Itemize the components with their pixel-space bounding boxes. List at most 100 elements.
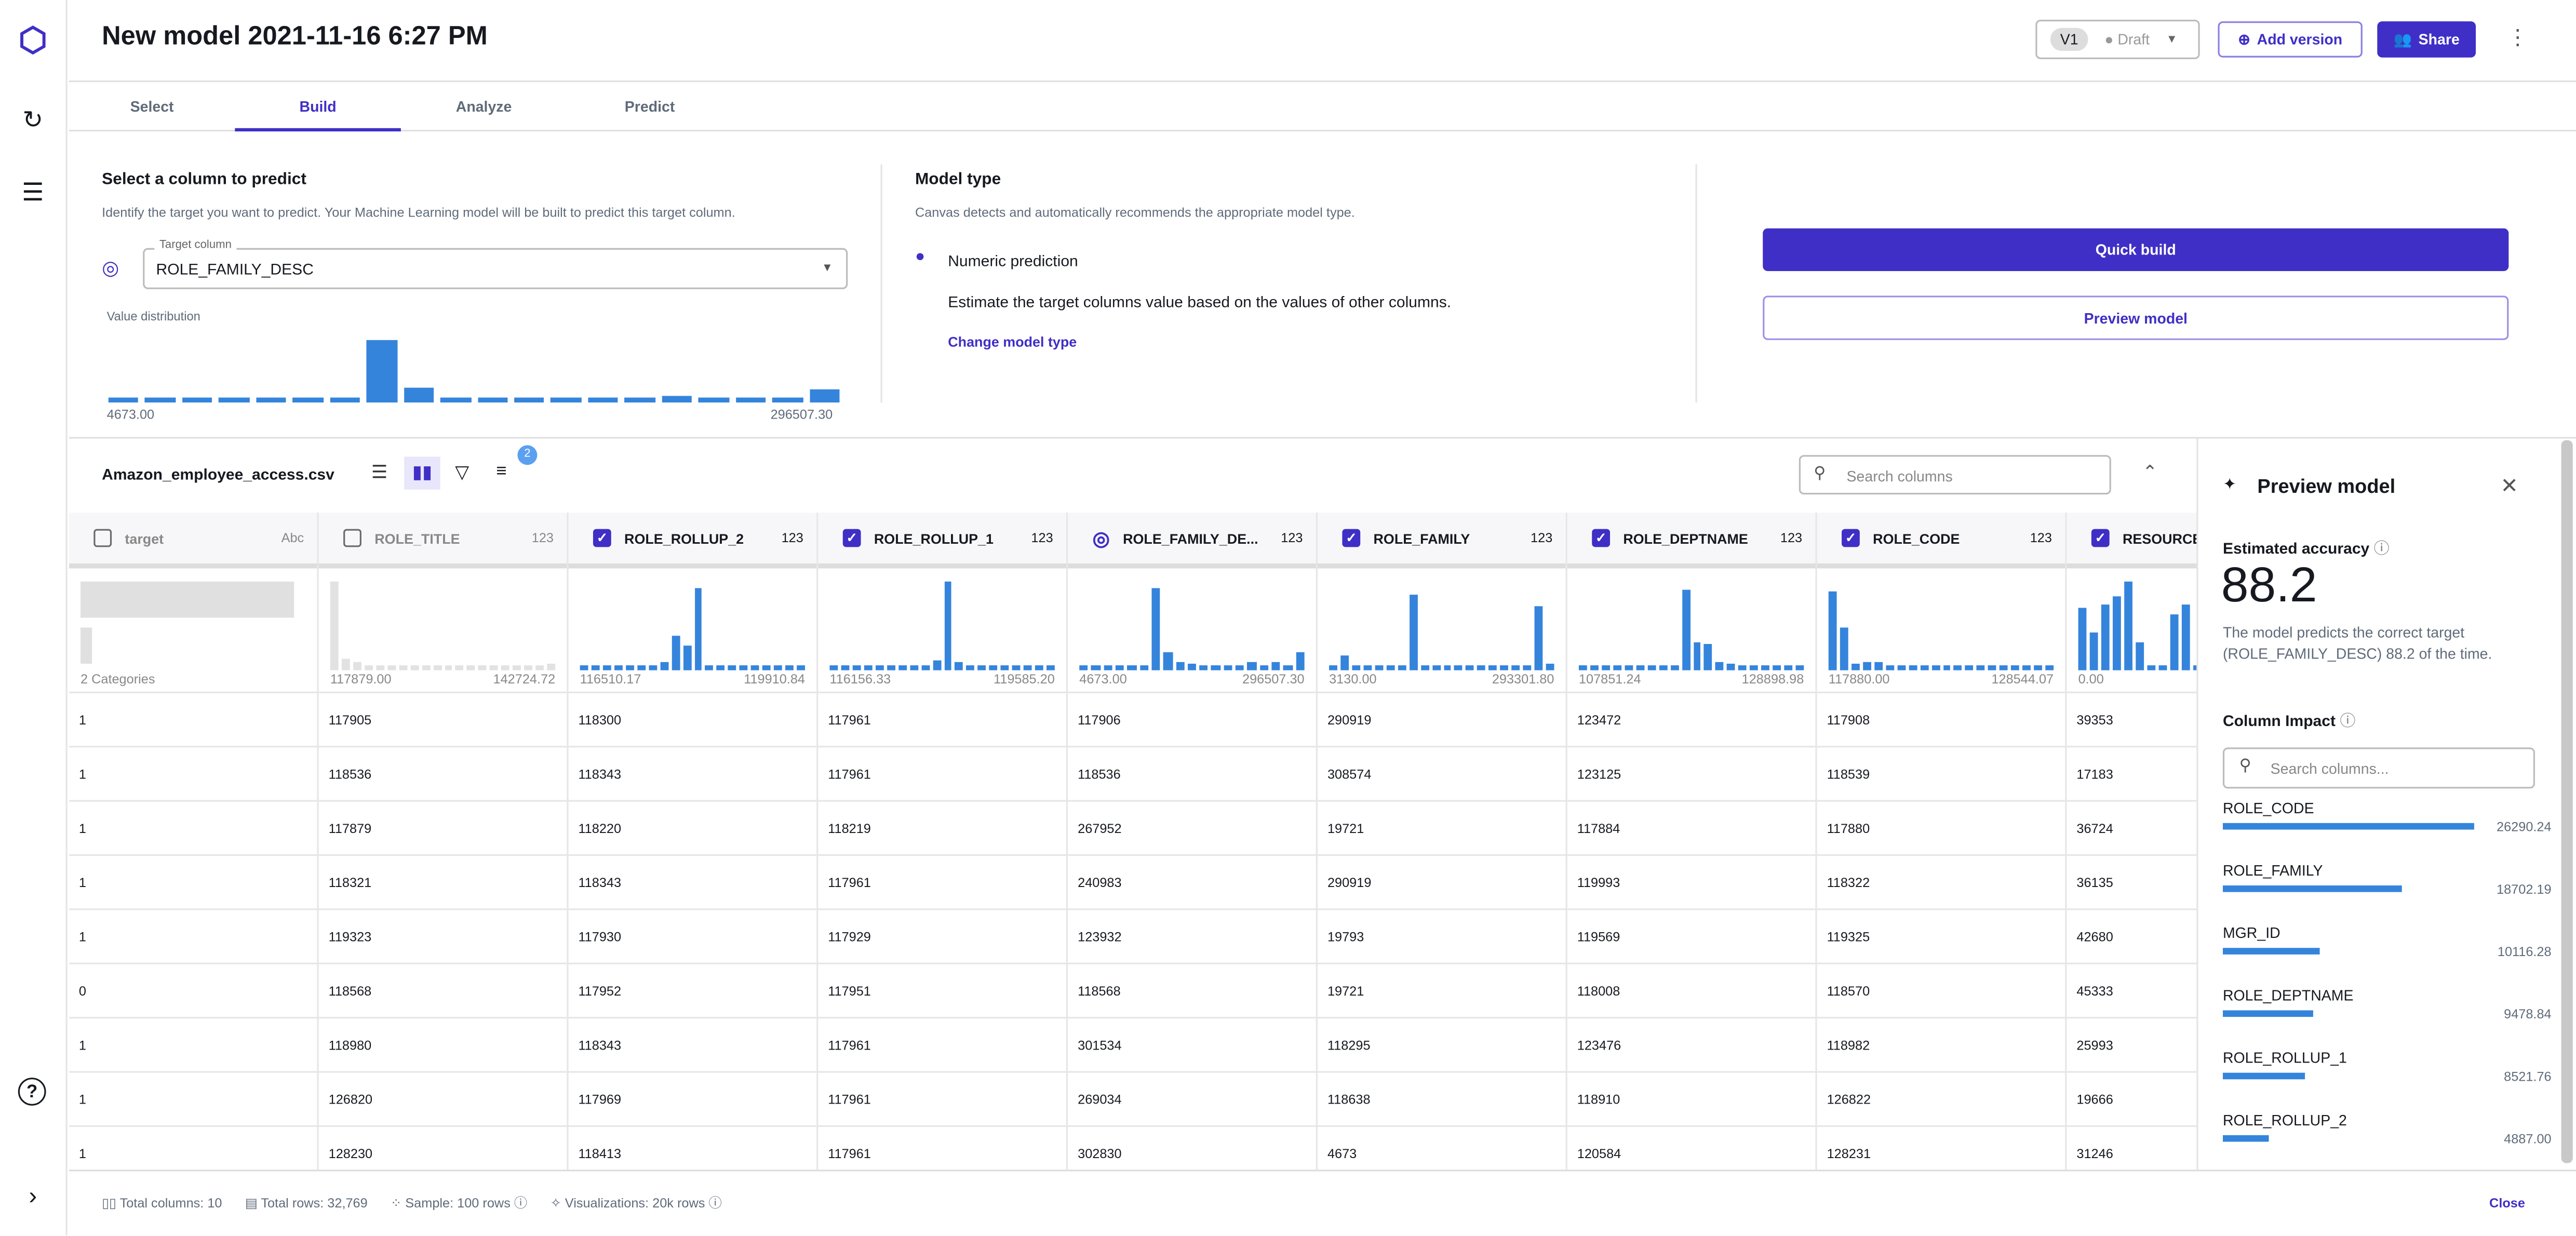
preview-model-panel: ✦ Preview model ✕ Estimated accuracy ⓘ 8…	[2196, 438, 2559, 1170]
close-icon[interactable]: ✕	[2500, 473, 2519, 498]
column-header[interactable]: ROLE_TITLE 123	[318, 512, 567, 569]
range-min: 107851.24	[1578, 671, 1641, 687]
quick-build-button[interactable]: Quick build	[1763, 228, 2509, 271]
list-icon[interactable]: ☰	[21, 179, 44, 207]
info-icon[interactable]: ⓘ	[708, 1195, 722, 1211]
column-header[interactable]: ✓ ROLE_ROLLUP_1 123	[818, 512, 1066, 569]
column-target: target Abc 2 Categories 1 1 1 1 1 0 1 1 1	[69, 512, 319, 1170]
filter-icon[interactable]: ▽	[455, 463, 469, 483]
table-cell: 118321	[318, 856, 567, 910]
column-checkbox[interactable]	[343, 529, 361, 547]
grid-view-icon[interactable]: ▮▮	[404, 456, 440, 490]
impact-item[interactable]: ROLE_FAMILY 18702.19	[2222, 862, 2552, 925]
histogram-bar	[524, 665, 533, 670]
collapse-icon[interactable]: ⌃	[2142, 463, 2158, 483]
column-checkbox[interactable]	[93, 529, 112, 547]
histogram-bar	[2158, 665, 2167, 670]
tab-predict[interactable]: Predict	[624, 98, 675, 115]
impact-bar	[2222, 948, 2320, 955]
column-checkbox[interactable]: ✓	[1842, 529, 1860, 547]
column-list-icon[interactable]: ≡	[496, 461, 507, 481]
tab-build[interactable]: Build	[235, 82, 401, 132]
table-cell: 39353	[2067, 693, 2197, 748]
table-cell: 1	[69, 1073, 317, 1127]
impact-item[interactable]: ROLE_DEPTNAME 9478.84	[2222, 987, 2552, 1050]
column-header[interactable]: ◎ ROLE_FAMILY_DE... 123	[1068, 512, 1316, 569]
impact-search-input[interactable]: ⚲ Search columns...	[2222, 747, 2535, 789]
impact-item[interactable]: MGR_ID 10116.28	[2222, 925, 2552, 987]
impact-value: 4887.00	[2504, 1131, 2552, 1146]
table-cell: 118343	[568, 856, 817, 910]
more-options-icon[interactable]: ⋮	[2507, 24, 2529, 49]
column-checkbox[interactable]: ✓	[1592, 529, 1611, 547]
column-histogram: 117879.00 142724.72	[318, 569, 567, 693]
column-header[interactable]: ✓ ROLE_CODE 123	[1817, 512, 2065, 569]
column-name: ROLE_FAMILY_DE...	[1123, 530, 1258, 546]
histogram-bar	[1523, 665, 1532, 670]
column-checkbox[interactable]: ✓	[593, 529, 611, 547]
histogram-bar	[660, 661, 668, 670]
impact-item[interactable]: ROLE_ROLLUP_1 8521.76	[2222, 1050, 2552, 1112]
tab-select[interactable]: Select	[130, 98, 174, 115]
table-cell: 1	[69, 1127, 317, 1170]
expand-chevron-icon[interactable]: ›	[29, 1181, 37, 1210]
histogram-bar	[1658, 665, 1667, 670]
share-button[interactable]: 👥 Share	[2377, 21, 2476, 58]
accuracy-label: Estimated accuracy ⓘ	[2222, 540, 2390, 559]
impact-item[interactable]: ROLE_CODE 26290.24	[2222, 800, 2552, 863]
table-cell: 301534	[1068, 1018, 1316, 1073]
column-checkbox[interactable]: ✓	[1342, 529, 1361, 547]
tab-analyze[interactable]: Analyze	[455, 98, 512, 115]
histogram-bar	[1386, 665, 1394, 670]
histogram-bar	[1738, 665, 1747, 670]
impact-item[interactable]: ROLE_ROLLUP_2 4887.00	[2222, 1112, 2552, 1170]
close-button[interactable]: Close	[2489, 1195, 2525, 1211]
impact-column-name: ROLE_FAMILY	[2222, 862, 2323, 879]
table-cell: 269034	[1068, 1073, 1316, 1127]
histogram-bar	[989, 665, 998, 670]
version-dropdown[interactable]: V1 ● Draft ▼	[2035, 19, 2200, 59]
column-checkbox[interactable]: ✓	[842, 529, 861, 547]
histogram-bar	[1784, 665, 1793, 670]
histogram-bar	[1715, 661, 1724, 670]
preview-model-button[interactable]: Preview model	[1763, 295, 2509, 340]
column-role-code: ✓ ROLE_CODE 123 117880.00 128544.07 117908 118…	[1817, 512, 2067, 1170]
histogram-bar	[2146, 665, 2155, 670]
histogram-bar	[614, 665, 623, 670]
target-column-select[interactable]: Target column ROLE_FAMILY_DESC ▼	[143, 239, 848, 289]
scrollbar[interactable]	[2561, 440, 2573, 1163]
column-checkbox[interactable]: ✓	[2091, 529, 2110, 547]
column-header[interactable]: ✓ ROLE_FAMILY 123	[1317, 512, 1566, 569]
column-header[interactable]: ✓ RESOURCE	[2067, 512, 2197, 569]
histogram-bar	[375, 665, 384, 670]
histogram-bar	[1489, 665, 1497, 670]
column-name: target	[125, 530, 164, 546]
histogram-bar	[1750, 665, 1759, 670]
column-impact-label: Column Impact ⓘ	[2222, 713, 2356, 731]
table-cell: 1	[69, 1018, 317, 1073]
change-model-type-link[interactable]: Change model type	[948, 333, 1077, 350]
add-version-button[interactable]: ⊕ Add version	[2218, 21, 2363, 58]
info-icon[interactable]: ⓘ	[2373, 540, 2390, 559]
column-type: 123	[781, 530, 803, 546]
search-columns-input[interactable]: ⚲ Search columns	[1799, 455, 2111, 495]
column-header[interactable]: target Abc	[69, 512, 317, 569]
histogram-bar	[637, 665, 646, 670]
distribution-bar	[403, 388, 434, 403]
distribution-bar	[662, 395, 692, 403]
ml-ops-icon[interactable]: ↻	[22, 106, 44, 135]
column-header[interactable]: ✓ ROLE_DEPTNAME 123	[1567, 512, 1816, 569]
info-icon[interactable]: ⓘ	[2340, 713, 2356, 731]
histogram-bar	[1670, 665, 1679, 670]
list-view-icon[interactable]: ☰	[371, 463, 388, 483]
column-resource: ✓ RESOURCE 0.00 39353 17183 36724 36135 42680 45…	[2067, 512, 2197, 1170]
range-min: 3130.00	[1329, 671, 1377, 687]
info-icon[interactable]: ⓘ	[514, 1195, 528, 1211]
column-header[interactable]: ✓ ROLE_ROLLUP_2 123	[568, 512, 817, 569]
canvas-logo-icon[interactable]: ⬡	[18, 22, 47, 59]
distribution-bar	[588, 397, 619, 403]
histogram-bar	[740, 665, 748, 670]
help-icon[interactable]: ?	[18, 1078, 46, 1106]
table-cell: 117905	[318, 693, 567, 748]
histogram-bar	[2089, 633, 2098, 670]
